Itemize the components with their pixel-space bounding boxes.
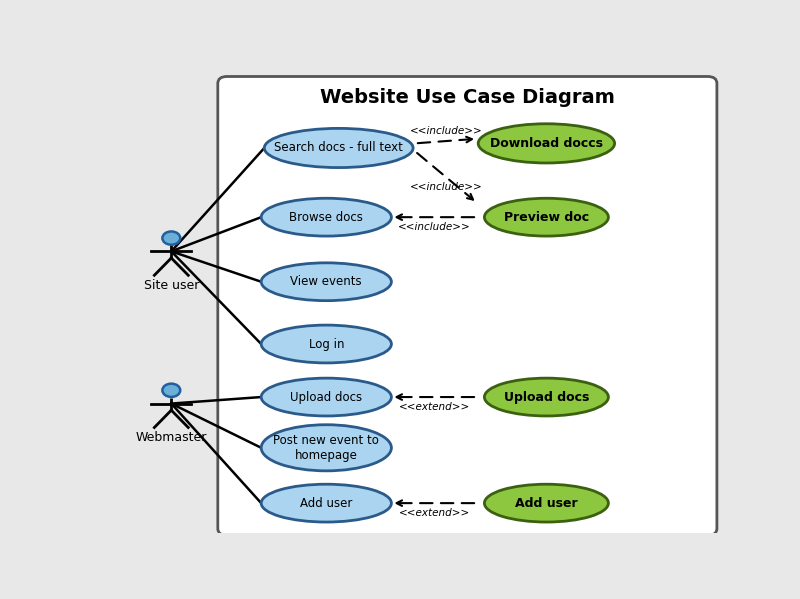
Text: <<include>>: <<include>> — [410, 182, 482, 192]
Ellipse shape — [261, 425, 391, 471]
Text: Site user: Site user — [144, 279, 199, 292]
Text: Webmaster: Webmaster — [136, 431, 207, 444]
Text: Add user: Add user — [300, 497, 353, 510]
Text: <<include>>: <<include>> — [410, 126, 482, 136]
Text: Preview doc: Preview doc — [504, 211, 589, 223]
Ellipse shape — [485, 484, 609, 522]
Circle shape — [162, 231, 180, 245]
Ellipse shape — [261, 263, 391, 301]
Ellipse shape — [485, 378, 609, 416]
Text: Post new event to
homepage: Post new event to homepage — [274, 434, 379, 462]
Text: Add user: Add user — [515, 497, 578, 510]
Ellipse shape — [261, 325, 391, 363]
Ellipse shape — [261, 198, 391, 236]
FancyBboxPatch shape — [218, 77, 717, 536]
Circle shape — [162, 383, 180, 397]
Ellipse shape — [485, 198, 609, 236]
Text: <<extend>>: <<extend>> — [398, 402, 470, 412]
Ellipse shape — [261, 484, 391, 522]
Text: Upload docs: Upload docs — [504, 391, 589, 404]
Text: Search docs - full text: Search docs - full text — [274, 141, 403, 155]
Text: Log in: Log in — [309, 337, 344, 350]
Text: <<include>>: <<include>> — [398, 222, 470, 232]
Text: Download doccs: Download doccs — [490, 137, 603, 150]
Text: <<extend>>: <<extend>> — [398, 509, 470, 518]
Text: Upload docs: Upload docs — [290, 391, 362, 404]
Text: Website Use Case Diagram: Website Use Case Diagram — [320, 87, 615, 107]
Ellipse shape — [261, 378, 391, 416]
Text: Browse docs: Browse docs — [290, 211, 363, 223]
Ellipse shape — [264, 128, 413, 168]
Text: View events: View events — [290, 275, 362, 288]
Ellipse shape — [478, 124, 614, 163]
